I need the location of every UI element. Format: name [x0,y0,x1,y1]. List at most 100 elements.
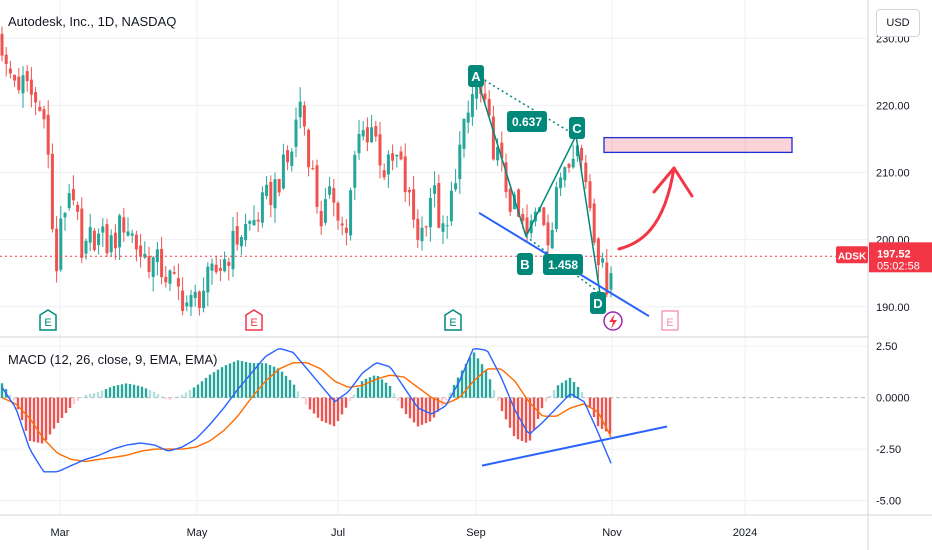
candle [332,188,336,203]
grid [0,0,868,515]
last-price-badge [869,242,932,273]
candle [50,153,54,230]
candle [210,263,214,271]
macd-histogram-bar [80,397,84,399]
macd-histogram-bar [116,385,120,398]
macd-histogram-bar [344,397,348,408]
macd-histogram-bar [12,397,16,401]
event-marker-label: E [449,317,456,329]
macd-histogram-bar [388,386,392,398]
candle [311,168,315,170]
macd-histogram-bar [556,385,560,398]
macd-histogram-bar [236,360,240,398]
macd-histogram-bar [296,391,300,398]
candle [21,75,25,94]
macd-histogram-bar [156,394,160,398]
macd-histogram-bar [44,397,48,441]
candle [302,105,306,127]
candle [349,190,353,236]
macd-histogram-bar [420,397,424,425]
macd-histogram-bar [124,383,128,398]
candle [386,154,390,175]
candle [336,202,340,221]
candle [147,256,151,273]
candle [449,190,453,222]
macd-histogram-bar [72,397,76,405]
macd-histogram-bar [472,352,476,398]
macd-title: MACD (12, 26, close, 9, EMA, EMA) [8,352,218,367]
pattern-leg-cd [575,135,601,294]
macd-histogram-bar [312,397,316,414]
macd-y-tick-label: 2.50 [876,341,897,353]
candle [139,245,143,257]
candle [235,226,239,245]
macd-histogram-bar [308,397,312,410]
candle [269,181,273,206]
macd-histogram-bar [20,397,24,421]
macd-histogram-bar [292,384,296,398]
ticker-symbol-badge [836,246,868,264]
candle [361,130,365,137]
x-tick-label: May [187,527,208,539]
x-tick-label: Sep [466,527,486,539]
candle [29,79,33,95]
candle [252,219,256,226]
bar-countdown: 05:02:58 [877,260,920,272]
candle [151,257,155,277]
candle [441,223,445,232]
candle [596,238,600,265]
candle [475,76,479,99]
macd-histogram-bar [548,395,552,398]
macd-histogram-bar [52,397,56,429]
macd-histogram-bar [592,397,596,418]
candle [97,233,101,246]
macd-histogram-bar [468,357,472,398]
macd-histogram-bar [560,382,564,398]
candle [118,215,122,248]
macd-histogram-bar [8,394,12,398]
macd-histogram-bar [336,397,340,422]
candle [223,259,227,272]
candle [126,231,130,236]
candle [290,151,294,167]
macd-histogram-bar [96,392,100,398]
candle [609,273,613,290]
candle [403,156,407,193]
event-marker-label: E [666,317,673,329]
macd-histogram-bar [276,368,280,398]
macd-histogram-bar [204,377,208,398]
currency-button[interactable]: USD [876,9,920,37]
macd-histogram-bar [152,391,156,398]
target-zone [603,136,793,154]
candle [260,192,264,223]
candle [109,235,113,253]
candle [323,199,327,223]
macd-histogram-bar [380,379,384,398]
macd-histogram-bar [208,374,212,398]
candle [130,233,134,236]
macd-histogram-bar [552,389,556,398]
macd-histogram-bar [524,397,528,443]
macd-histogram-bar [448,392,452,398]
macd-histogram-bar [60,397,64,418]
candle [214,264,218,273]
macd-histogram-bar [604,397,608,432]
macd-histogram-bar [0,383,4,398]
candle [206,266,210,293]
macd-histogram-bar [588,397,592,408]
candle [277,178,281,193]
y-tick-label: 190.00 [876,302,910,314]
ratio-label-box [543,254,583,275]
macd-signal-line [1,362,612,463]
macd-histogram-bar [600,397,604,429]
macd-histogram-bar [184,392,188,398]
candle [454,183,458,190]
macd-histogram-bar [568,377,572,398]
macd-histogram-bar [340,397,344,415]
macd-histogram-bar [200,381,204,398]
candle [307,129,311,168]
macd-histogram-bar [404,397,408,415]
x-tick-label: 2024 [733,527,757,539]
macd-histogram-bar [144,388,148,398]
candle [395,154,399,157]
